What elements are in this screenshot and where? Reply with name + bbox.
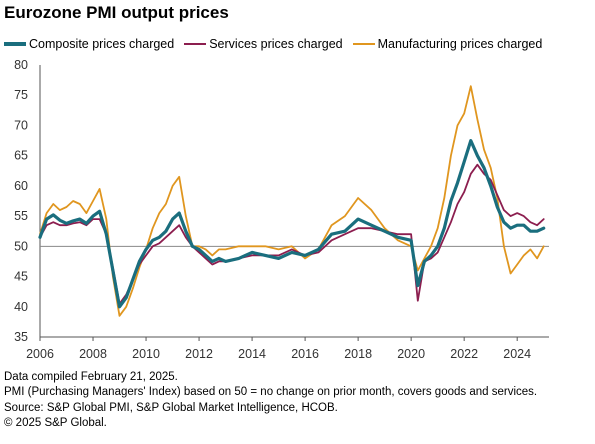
line-chart: 35 40 45 50 55 60 65 70 75 80 2006 2008 2010 2012 201… xyxy=(14,58,549,361)
series-lines xyxy=(38,85,546,317)
x-tick-label: 2010 xyxy=(132,347,160,361)
y-tick-label: 55 xyxy=(14,209,28,223)
y-tick-label: 35 xyxy=(14,330,28,344)
x-tick-label: 2022 xyxy=(450,347,478,361)
legend-label-services: Services prices charged xyxy=(209,37,343,51)
note-pmi-definition: PMI (Purchasing Managers' Index) based o… xyxy=(4,386,538,399)
note-compiled: Data compiled February 21, 2025. xyxy=(4,371,178,383)
x-tick-label: 2018 xyxy=(344,347,372,361)
x-tick-label: 2020 xyxy=(397,347,425,361)
y-tick-label: 40 xyxy=(14,300,28,314)
legend-item-composite: Composite prices charged xyxy=(4,37,174,51)
x-axis-tick-labels: 2006 2008 2010 2012 2014 2016 2018 2020 2022 2024 xyxy=(26,337,531,361)
legend-swatch-composite xyxy=(4,42,26,46)
x-tick-label: 2014 xyxy=(238,347,266,361)
chart-notes: Data compiled February 21, 2025. PMI (Pu… xyxy=(4,370,537,431)
chart-title: Eurozone PMI output prices xyxy=(4,3,229,22)
legend-swatch-services xyxy=(184,43,207,45)
axes xyxy=(39,65,549,341)
legend-item-services: Services prices charged xyxy=(184,37,343,51)
note-copyright: © 2025 S&P Global. xyxy=(4,416,107,429)
legend-label-composite: Composite prices charged xyxy=(29,37,175,51)
y-axis-tick-labels: 35 40 45 50 55 60 65 70 75 80 xyxy=(14,58,28,344)
series-line-composite xyxy=(38,138,546,309)
x-tick-label: 2012 xyxy=(185,347,213,361)
legend-label-manufacturing: Manufacturing prices charged xyxy=(377,37,543,51)
legend-item-manufacturing: Manufacturing prices charged xyxy=(352,37,543,51)
legend: Composite prices charged Services prices… xyxy=(4,37,552,51)
x-tick-label: 2006 xyxy=(26,347,54,361)
legend-swatch-manufacturing xyxy=(352,43,375,45)
note-source: Source: S&P Global PMI, S&P Global Marke… xyxy=(4,401,338,414)
y-tick-label: 60 xyxy=(14,179,28,193)
y-tick-label: 50 xyxy=(14,239,28,253)
y-tick-label: 45 xyxy=(14,270,28,284)
x-tick-label: 2008 xyxy=(79,347,107,361)
y-tick-label: 65 xyxy=(14,149,28,163)
y-tick-label: 80 xyxy=(14,58,28,72)
y-tick-label: 70 xyxy=(14,118,28,132)
y-tick-label: 75 xyxy=(14,88,28,102)
x-tick-label: 2024 xyxy=(503,347,531,361)
x-tick-label: 2016 xyxy=(291,347,319,361)
